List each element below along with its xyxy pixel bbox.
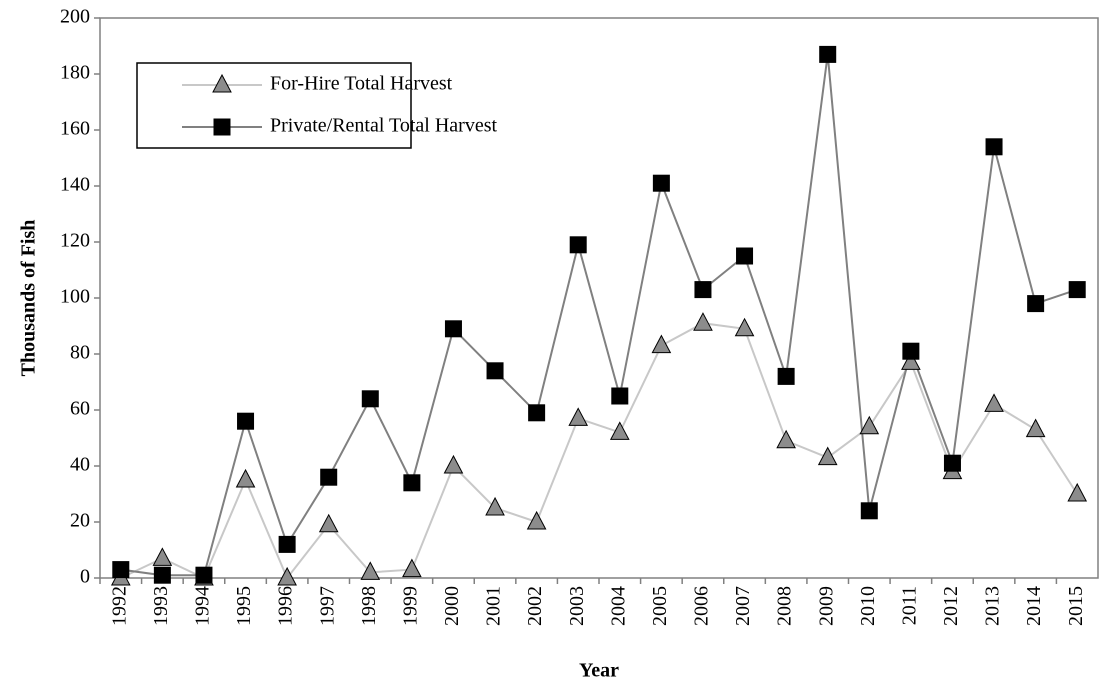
data-point [569,236,587,254]
series-line [120,322,1079,580]
x-tick-label: 2002 [524,586,546,626]
data-point [318,513,339,533]
data-point [278,535,296,553]
y-tick-label: 200 [60,6,90,28]
y-tick-label: 100 [60,286,90,308]
data-point [777,367,795,385]
data-point [526,510,547,530]
y-tick-label: 180 [60,62,90,84]
data-point [609,421,630,440]
data-point [237,412,255,430]
y-tick-label: 0 [80,566,90,588]
x-tick-label: 1999 [399,586,421,626]
data-point [943,454,961,472]
x-tick-label: 2014 [1023,586,1045,626]
data-point [693,312,713,331]
data-point [528,404,546,422]
data-point [153,566,171,584]
data-point [195,566,213,584]
data-point [694,281,712,299]
x-tick-label: 1997 [316,586,338,626]
x-tick-label: 2013 [982,586,1004,626]
data-point [568,407,589,426]
data-point [819,45,837,63]
x-tick-label: 2015 [1065,586,1087,626]
data-point [1027,295,1045,313]
data-point [361,390,379,408]
x-tick-label: 2004 [607,586,629,626]
data-point [985,138,1003,156]
data-point [776,429,796,449]
data-point [112,561,130,579]
x-tick-label: 1993 [150,586,172,626]
legend [136,62,412,149]
x-tick-label: 2001 [483,586,505,626]
data-point [901,351,921,370]
data-point [734,317,755,337]
data-point [320,468,338,486]
y-tick-label: 140 [60,174,90,196]
x-tick-label: 1994 [192,586,214,626]
x-tick-label: 2012 [940,586,962,626]
data-point [817,446,838,466]
data-point [360,561,381,580]
legend-marker [212,73,232,93]
legend-marker [213,118,231,136]
data-point [611,387,629,405]
x-tick-label: 1996 [275,586,297,626]
data-point [486,362,504,380]
data-point [235,468,256,488]
legend-label: Private/Rental Total Harvest [270,115,498,137]
data-point [443,454,464,474]
data-point [152,547,173,566]
x-axis-label: Year [579,660,619,682]
data-point [402,558,422,578]
data-point [984,393,1004,412]
data-point [651,334,672,354]
data-point [277,566,297,586]
x-tick-label: 2005 [649,586,671,626]
data-point [860,502,878,520]
y-axis-label: Thousands of Fish [18,220,40,377]
data-point [1067,482,1088,502]
data-point [403,474,421,492]
data-point [1068,281,1086,299]
x-tick-label: 2007 [732,586,754,626]
data-point [736,247,754,265]
x-tick-label: 1998 [358,586,380,626]
x-tick-label: 2008 [774,586,796,626]
y-tick-label: 60 [70,398,90,420]
legend-label: For-Hire Total Harvest [270,73,453,95]
data-point [444,320,462,338]
data-point [485,496,505,516]
y-tick-label: 40 [70,454,90,476]
x-tick-label: 2011 [898,586,920,625]
x-tick-label: 2009 [815,586,837,626]
x-tick-label: 2000 [441,586,463,626]
y-tick-label: 160 [60,118,90,140]
y-tick-label: 120 [60,230,90,252]
x-tick-label: 1995 [233,586,255,626]
x-tick-label: 2006 [691,586,713,626]
data-point [859,415,880,435]
x-tick-label: 1992 [108,586,130,626]
x-tick-label: 2003 [566,586,588,626]
y-tick-label: 80 [70,342,90,364]
y-tick-label: 20 [70,510,90,532]
data-point [902,342,920,360]
data-point [652,174,670,192]
x-tick-label: 2010 [857,586,879,626]
data-point [1025,418,1046,438]
